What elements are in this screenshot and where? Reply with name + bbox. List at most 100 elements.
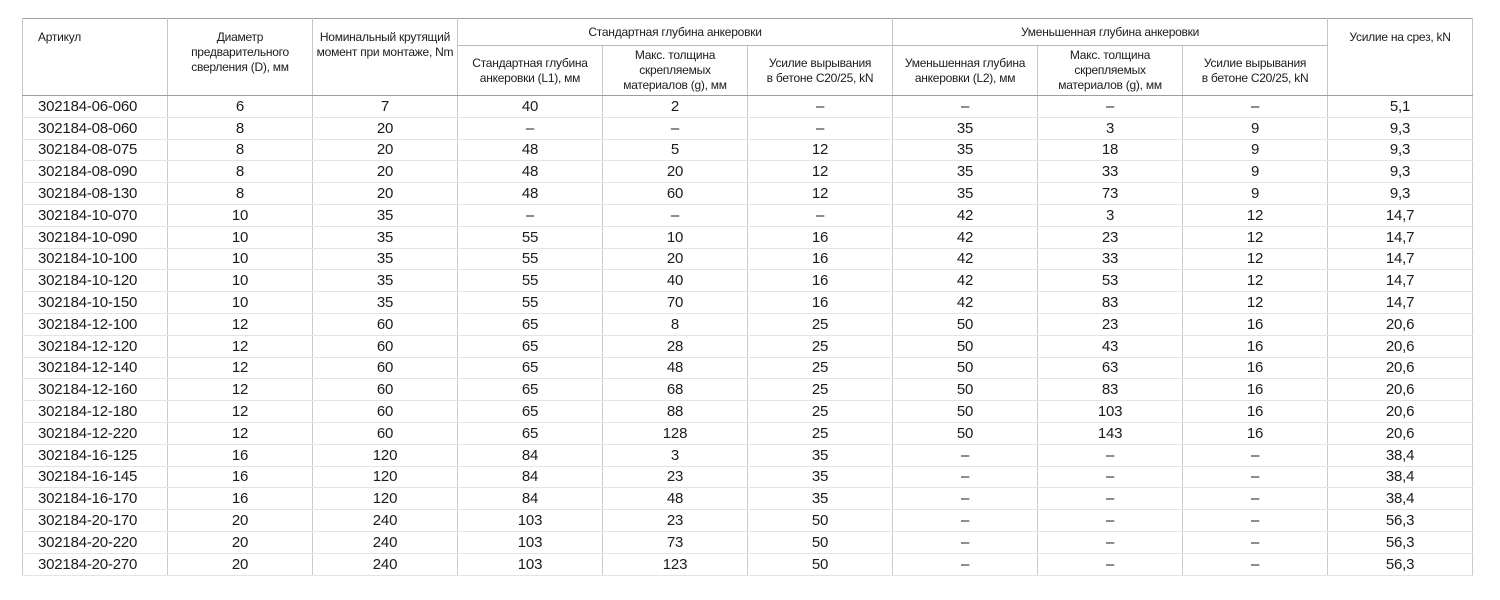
cell-torque: 240: [312, 509, 458, 532]
cell-std-pullout: 12: [746, 160, 894, 184]
cell-red-pullout: 9: [1182, 182, 1329, 205]
col-header-red-pullout: Усилие вырывания в бетоне C20/25, kN: [1182, 45, 1329, 96]
cell-shear: 9,3: [1327, 116, 1474, 140]
cell-red-thickness: –: [1037, 530, 1184, 554]
cell-diameter: 12: [167, 421, 313, 445]
cell-red-pullout: 12: [1182, 291, 1329, 314]
cell-std-depth: 65: [457, 312, 603, 336]
cell-diameter: 12: [167, 378, 313, 402]
cell-std-pullout: –: [746, 116, 894, 140]
cell-torque: 60: [312, 400, 458, 423]
cell-std-thickness: 20: [602, 247, 748, 271]
cell-torque: 20: [312, 160, 458, 184]
cell-torque: 240: [312, 530, 458, 554]
cell-shear: 9,3: [1327, 138, 1474, 162]
cell-red-pullout: –: [1182, 487, 1329, 511]
cell-diameter: 8: [167, 138, 313, 162]
table-body: 302184-06-060 6 7 40 2– – – –5,1 302184-08-060 8 2…: [22, 95, 1474, 576]
cell-torque: 60: [312, 334, 458, 358]
cell-std-depth: 40: [457, 95, 603, 118]
cell-article: 302184-20-220: [22, 530, 168, 554]
header-group-row: Артикул Диаметр предварительного сверлен…: [22, 18, 1474, 96]
anchor-spec-table: Артикул Диаметр предварительного сверлен…: [22, 18, 1474, 576]
cell-std-pullout: 16: [746, 269, 894, 293]
cell-torque: 35: [312, 203, 458, 227]
cell-std-depth: 48: [457, 182, 603, 205]
cell-shear: 14,7: [1327, 203, 1474, 227]
cell-std-thickness: 3: [602, 443, 748, 467]
cell-shear: 38,4: [1327, 443, 1474, 467]
col-header-red-thickness: Макс. толщина скрепляемых материалов (g)…: [1037, 45, 1184, 96]
cell-article: 302184-12-140: [22, 356, 168, 380]
cell-torque: 20: [312, 182, 458, 205]
cell-red-thickness: 83: [1037, 378, 1184, 402]
col-header-shear: Усилие на срез, kN: [1327, 18, 1474, 96]
table-header: Артикул Диаметр предварительного сверлен…: [22, 18, 1474, 96]
cell-torque: 20: [312, 138, 458, 162]
cell-shear: 20,6: [1327, 334, 1474, 358]
cell-std-thickness: –: [602, 116, 748, 140]
cell-std-depth: 65: [457, 334, 603, 358]
cell-red-depth: –: [892, 95, 1039, 118]
cell-std-thickness: 60: [602, 182, 748, 205]
cell-torque: 60: [312, 421, 458, 445]
table-row: 302184-08-075 8 20 48 5 12 35 18 9 9,3: [22, 138, 1474, 162]
cell-diameter: 10: [167, 225, 313, 249]
cell-std-pullout: 25: [746, 421, 894, 445]
cell-diameter: 12: [167, 400, 313, 423]
cell-article: 302184-12-220: [22, 421, 168, 445]
cell-diameter: 12: [167, 312, 313, 336]
cell-red-depth: 35: [892, 138, 1039, 162]
cell-torque: 35: [312, 269, 458, 293]
cell-std-thickness: 128: [602, 421, 748, 445]
cell-article: 302184-20-270: [22, 552, 168, 576]
cell-article: 302184-20-170: [22, 509, 168, 532]
cell-red-pullout: –: [1182, 465, 1329, 489]
table-row: 302184-12-180 12 60 65 88 25 50 103 16 20,6: [22, 400, 1474, 423]
cell-diameter: 12: [167, 356, 313, 380]
table-row: 302184-20-170 20 240 103 23 50– – –56,3: [22, 509, 1474, 532]
cell-red-depth: 42: [892, 269, 1039, 293]
cell-shear: 9,3: [1327, 160, 1474, 184]
cell-std-thickness: 10: [602, 225, 748, 249]
cell-red-thickness: –: [1037, 465, 1184, 489]
cell-std-pullout: 25: [746, 312, 894, 336]
cell-std-thickness: 48: [602, 487, 748, 511]
cell-article: 302184-08-090: [22, 160, 168, 184]
cell-red-pullout: 16: [1182, 421, 1329, 445]
cell-red-depth: 50: [892, 421, 1039, 445]
col-header-diameter: Диаметр предварительного сверления (D), …: [167, 18, 313, 96]
table-row: 302184-10-100 10 35 55 20 16 42 33 12 14,7: [22, 247, 1474, 271]
cell-diameter: 20: [167, 530, 313, 554]
cell-std-depth: –: [457, 116, 603, 140]
cell-shear: 9,3: [1327, 182, 1474, 205]
cell-torque: 20: [312, 116, 458, 140]
cell-std-depth: 65: [457, 356, 603, 380]
table-row: 302184-08-090 8 20 48 20 12 35 33 9 9,3: [22, 160, 1474, 184]
cell-red-pullout: 12: [1182, 203, 1329, 227]
cell-std-pullout: 25: [746, 378, 894, 402]
table-row: 302184-16-170 16 120 84 48 35– – –38,4: [22, 487, 1474, 511]
cell-red-thickness: –: [1037, 552, 1184, 576]
cell-red-depth: 50: [892, 356, 1039, 380]
cell-std-pullout: 50: [746, 509, 894, 532]
cell-red-pullout: 16: [1182, 312, 1329, 336]
cell-red-pullout: 12: [1182, 225, 1329, 249]
table-row: 302184-08-060 8 20– – –35 3 9 9,3: [22, 116, 1474, 140]
cell-article: 302184-10-090: [22, 225, 168, 249]
cell-article: 302184-12-180: [22, 400, 168, 423]
cell-red-depth: 50: [892, 400, 1039, 423]
cell-red-depth: –: [892, 509, 1039, 532]
cell-diameter: 16: [167, 443, 313, 467]
cell-std-depth: 55: [457, 247, 603, 271]
cell-std-pullout: 16: [746, 247, 894, 271]
col-header-torque: Номинальный крутящий момент при монтаже,…: [312, 18, 458, 96]
cell-torque: 35: [312, 291, 458, 314]
cell-std-pullout: 35: [746, 443, 894, 467]
anchor-spec-table-container: Артикул Диаметр предварительного сверлен…: [22, 18, 1474, 576]
cell-red-depth: –: [892, 443, 1039, 467]
cell-torque: 7: [312, 95, 458, 118]
cell-std-pullout: 50: [746, 530, 894, 554]
cell-std-depth: 48: [457, 160, 603, 184]
cell-std-depth: –: [457, 203, 603, 227]
